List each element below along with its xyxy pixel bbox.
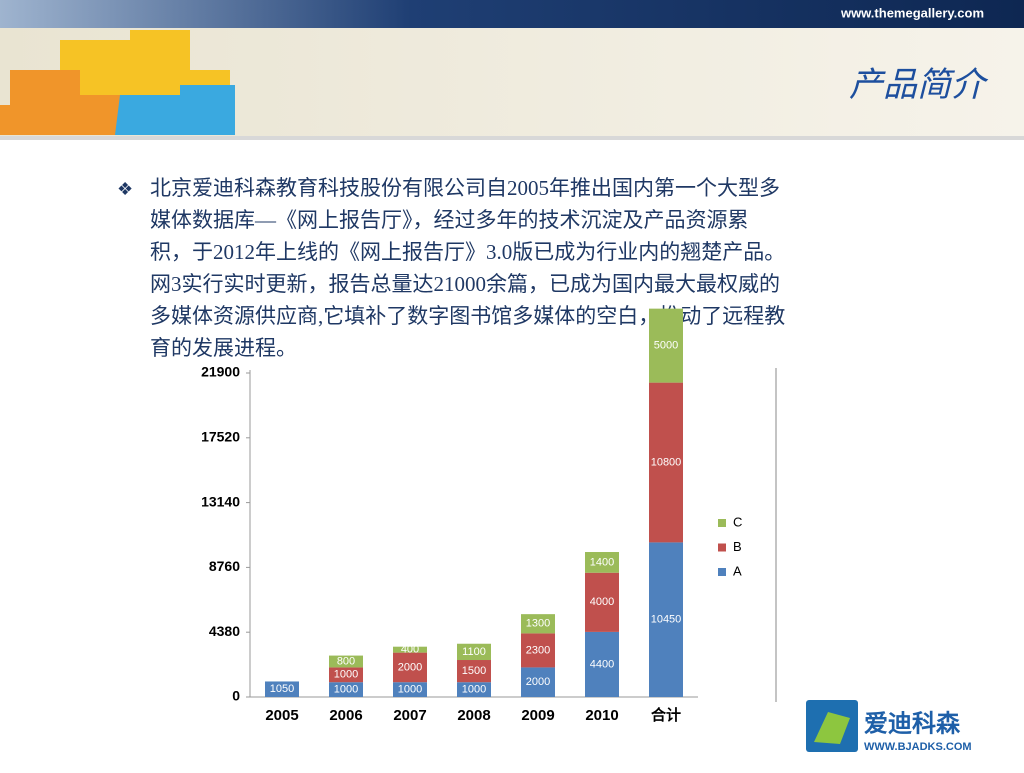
data-label: 1000 bbox=[334, 669, 358, 681]
legend-label: A bbox=[733, 563, 742, 578]
x-tick-label: 2008 bbox=[457, 707, 490, 724]
body-line: 多媒体资源供应商,它填补了数字图书馆多媒体的空白，推动了远程教 bbox=[150, 304, 785, 328]
data-label: 1400 bbox=[590, 556, 614, 568]
bullet: ❖ bbox=[117, 179, 133, 199]
data-label: 800 bbox=[337, 655, 355, 667]
legend-swatch bbox=[718, 543, 726, 552]
data-label: 1000 bbox=[462, 684, 486, 696]
x-tick-label: 2007 bbox=[393, 707, 426, 724]
data-label: 400 bbox=[401, 644, 419, 656]
data-label: 1100 bbox=[462, 646, 486, 658]
x-tick-label: 合计 bbox=[650, 706, 681, 724]
body-line: 育的发展进程。 bbox=[150, 336, 297, 360]
data-label: 10800 bbox=[651, 456, 682, 468]
body-line: 北京爱迪科森教育科技股份有限公司自2005年推出国内第一个大型多 bbox=[150, 176, 780, 200]
y-tick-label: 0 bbox=[232, 688, 240, 704]
bar-segment bbox=[329, 682, 363, 697]
legend-label: B bbox=[733, 539, 742, 554]
legend-swatch bbox=[718, 568, 726, 576]
bar-segment bbox=[585, 572, 619, 632]
x-tick-label: 2010 bbox=[585, 707, 618, 724]
logo-name: 爱迪科森 bbox=[864, 710, 961, 737]
bar-segment bbox=[457, 682, 491, 697]
bar-segment bbox=[585, 631, 619, 697]
data-label: 4000 bbox=[590, 596, 614, 608]
body-line: 媒体数据库—《网上报告厅》，经过多年的技术沉淀及产品资源累 bbox=[150, 208, 749, 232]
bar-segment bbox=[521, 633, 555, 668]
y-tick-label: 17520 bbox=[201, 429, 240, 445]
header-bar bbox=[0, 0, 1024, 28]
bar-segment bbox=[329, 667, 363, 683]
data-label: 1500 bbox=[462, 665, 486, 677]
slide-title: 产品简介 bbox=[849, 67, 989, 104]
bar-segment bbox=[457, 643, 491, 661]
data-label: 1000 bbox=[334, 684, 358, 696]
x-tick-label: 2006 bbox=[329, 707, 362, 724]
bar-segment bbox=[393, 646, 427, 653]
bar-segment bbox=[649, 542, 683, 697]
y-tick-label: 8760 bbox=[209, 558, 240, 574]
data-label: 10450 bbox=[651, 614, 682, 626]
data-label: 5000 bbox=[654, 340, 678, 352]
y-tick-label: 4380 bbox=[209, 623, 240, 639]
bar-segment bbox=[393, 682, 427, 697]
bar-segment bbox=[585, 552, 619, 573]
bar-segment bbox=[329, 655, 363, 668]
body-line: 网3实行实时更新，报告总量达21000余篇，已成为国内最大最权威的 bbox=[150, 272, 780, 296]
y-tick-label: 21900 bbox=[201, 364, 240, 380]
legend-swatch bbox=[718, 519, 726, 527]
bar-segment bbox=[649, 308, 683, 383]
body-line: 积，于2012年上线的《网上报告厅》3.0版已成为行业内的翘楚产品。 bbox=[150, 240, 785, 264]
x-tick-label: 2005 bbox=[265, 707, 298, 724]
bar-segment bbox=[649, 382, 683, 543]
banner-shadow bbox=[0, 136, 1024, 140]
x-tick-label: 2009 bbox=[521, 707, 554, 724]
header-url: www.themegallery.com bbox=[840, 5, 984, 20]
body-text: 北京爱迪科森教育科技股份有限公司自2005年推出国内第一个大型多媒体数据库—《网… bbox=[150, 176, 785, 360]
data-label: 1300 bbox=[526, 618, 550, 630]
puzzle-art bbox=[0, 30, 235, 135]
data-label: 1050 bbox=[270, 683, 294, 695]
bar-segment bbox=[457, 660, 491, 683]
bar-segment bbox=[393, 652, 427, 683]
bar-segment bbox=[521, 667, 555, 697]
data-label: 4400 bbox=[590, 658, 614, 670]
data-label: 2000 bbox=[526, 676, 550, 688]
bar-segment bbox=[265, 681, 299, 697]
logo: 爱迪科森 WWW.BJADKS.COM bbox=[806, 700, 972, 753]
y-tick-label: 13140 bbox=[201, 493, 240, 509]
data-label: 1000 bbox=[398, 684, 422, 696]
logo-url: WWW.BJADKS.COM bbox=[864, 741, 972, 753]
data-label: 2000 bbox=[398, 661, 422, 673]
bar-segment bbox=[521, 614, 555, 634]
legend-label: C bbox=[733, 514, 742, 529]
data-label: 2300 bbox=[526, 644, 550, 656]
